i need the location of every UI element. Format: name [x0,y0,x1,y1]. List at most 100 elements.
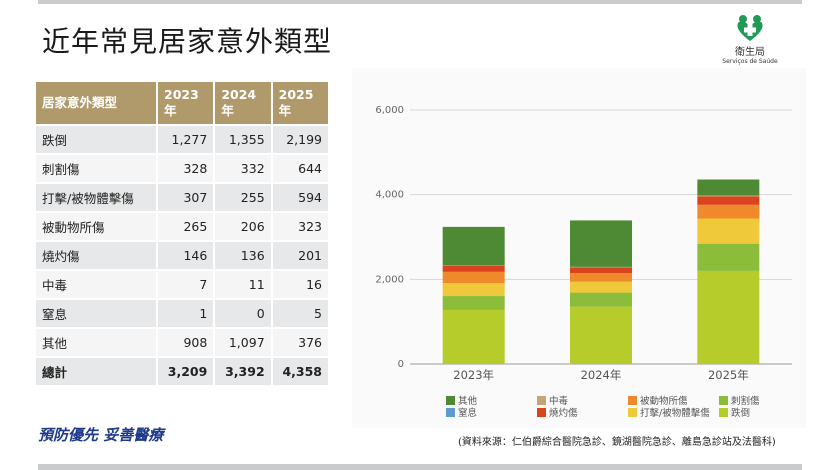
cell-2023: 1 [158,300,214,327]
row-label: 窒息 [36,300,156,327]
bar-segment [442,271,505,284]
bar-segment [697,218,760,244]
legend-swatch [719,396,728,405]
bar-segment [697,195,760,197]
total-2024: 3,392 [215,358,271,385]
health-bureau-emblem-icon [737,15,763,41]
logo-subtitle: Serviços de Saúde [722,58,778,65]
bar-segment [697,179,760,196]
bar-segment [442,226,505,266]
bar-segment [570,292,632,307]
header-2023: 2023年 [158,82,214,124]
health-bureau-logo: 衛生局 Serviços de Saúde [718,12,782,65]
total-label: 總計 [36,358,156,385]
chart-panel: 0 2,000 4,000 6,000 2023年 2024年 2025年其他 中毒 被動物所傷… [352,68,806,428]
cell-2024: 206 [215,213,271,240]
legend-swatch [628,408,637,417]
row-label: 打擊/被物體擊傷 [36,184,156,211]
table-row: 窒息 1 0 5 [36,300,328,327]
bar-segment [697,196,760,205]
cell-2023: 307 [158,184,214,211]
y-tick-label: 4,000 [375,190,404,201]
cell-2024: 136 [215,242,271,269]
total-2023: 3,209 [158,358,214,385]
bar-segment [697,243,760,271]
cell-2024: 255 [215,184,271,211]
bar-segment [570,281,632,293]
bar-segment [697,270,760,364]
cell-2023: 7 [158,271,214,298]
table-row: 其他 908 1,097 376 [36,329,328,356]
table-row: 中毒 7 11 16 [36,271,328,298]
slogan: 預防優先 妥善醫療 [38,426,164,444]
bar-segment [570,306,632,364]
bottom-border [38,464,802,470]
cell-2023: 908 [158,329,214,356]
table-row: 跌倒 1,277 1,355 2,199 [36,126,328,153]
x-tick-label: 2024年 [581,368,622,382]
cell-2024: 11 [215,271,271,298]
top-border [38,0,802,4]
table-total-row: 總計 3,209 3,392 4,358 [36,358,328,385]
cell-2024: 1,355 [215,126,271,153]
row-label: 中毒 [36,271,156,298]
cell-2025: 5 [272,300,328,327]
cell-2024: 0 [215,300,271,327]
table-row: 燒灼傷 146 136 201 [36,242,328,269]
row-label: 跌倒 [36,126,156,153]
cell-2023: 1,277 [158,126,214,153]
y-tick-label: 0 [398,359,404,370]
x-tick-label: 2025年 [708,368,749,382]
x-tick-label: 2023年 [453,368,494,382]
legend-swatch [537,396,546,405]
table-row: 刺割傷 328 332 644 [36,155,328,182]
total-2025: 4,358 [272,358,328,385]
legend-label: 打擊/被物體擊傷 [640,407,710,419]
legend-swatch [537,408,546,417]
cell-2023: 328 [158,155,214,182]
table-header-row: 居家意外類型 2023年 2024年 2025年 [36,82,328,124]
legend-swatch [628,396,637,405]
cell-2024: 1,097 [215,329,271,356]
legend-label: 刺割傷 [731,395,760,407]
legend-label: 窒息 [458,407,477,419]
bar-segment [442,283,505,297]
row-label: 燒灼傷 [36,242,156,269]
bar-segment [442,296,505,310]
bar-segment [570,220,632,267]
cell-2025: 376 [272,329,328,356]
cell-2025: 644 [272,155,328,182]
y-tick-label: 2,000 [375,274,404,285]
bar-segment [442,309,505,364]
bar-segment [570,273,632,282]
legend-label: 被動物所傷 [640,395,688,407]
row-label: 刺割傷 [36,155,156,182]
table-row: 被動物所傷 265 206 323 [36,213,328,240]
legend-swatch [446,396,455,405]
cell-2025: 16 [272,271,328,298]
row-label: 被動物所傷 [36,213,156,240]
cell-2025: 594 [272,184,328,211]
bar-segment [442,265,505,272]
legend-label: 其他 [458,395,478,407]
y-tick-label: 6,000 [375,105,404,116]
legend-swatch [446,408,455,417]
cell-2025: 2,199 [272,126,328,153]
header-type: 居家意外類型 [36,82,156,124]
cell-2025: 323 [272,213,328,240]
legend-swatch [719,408,728,417]
data-source-note: (資料來源：仁伯爵綜合醫院急診、鏡湖醫院急診、離島急診站及法醫科) [458,437,776,448]
accident-table: 居家意外類型 2023年 2024年 2025年 跌倒 1,277 1,355 … [34,80,330,387]
page-title: 近年常見居家意外類型 [42,25,333,58]
legend-label: 中毒 [549,395,569,407]
legend-label: 燒灼傷 [549,407,578,419]
cell-2025: 201 [272,242,328,269]
legend-label: 跌倒 [731,407,750,419]
cell-2024: 332 [215,155,271,182]
bar-segment [570,267,632,274]
bar-segment [697,204,760,219]
header-2025: 2025年 [272,82,328,124]
cell-2023: 265 [158,213,214,240]
logo-name: 衛生局 [735,47,765,58]
